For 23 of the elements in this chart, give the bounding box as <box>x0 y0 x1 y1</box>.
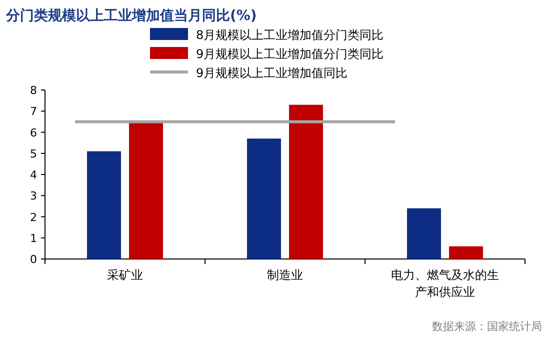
x-tick-label: 采矿业 <box>107 268 143 282</box>
y-tick-label: 3 <box>30 190 37 203</box>
bar <box>247 138 281 259</box>
x-tick-label: 电力、燃气及水的生产和供应业 <box>391 268 499 299</box>
legend-label: 9月规模以上工业增加值分门类同比 <box>196 47 384 61</box>
y-tick-label: 5 <box>30 147 37 160</box>
bar <box>407 208 441 259</box>
bar <box>129 122 163 259</box>
y-tick-label: 1 <box>30 232 37 245</box>
chart-title: 分门类规模以上工业增加值当月同比(%) <box>5 7 257 24</box>
y-tick-label: 2 <box>30 210 37 224</box>
source-note: 数据来源：国家统计局 <box>432 320 542 333</box>
y-tick-label: 7 <box>30 105 37 118</box>
y-tick-label: 6 <box>30 126 37 140</box>
y-tick-label: 0 <box>30 253 37 266</box>
y-tick-label: 8 <box>30 84 37 97</box>
y-tick-label: 4 <box>30 168 37 182</box>
bar <box>289 104 323 259</box>
bar <box>87 151 121 259</box>
legend-label: 9月规模以上工业增加值同比 <box>196 66 348 80</box>
bar <box>449 246 483 259</box>
x-tick-label: 制造业 <box>267 268 303 282</box>
legend-label: 8月规模以上工业增加值分门类同比 <box>196 28 384 42</box>
